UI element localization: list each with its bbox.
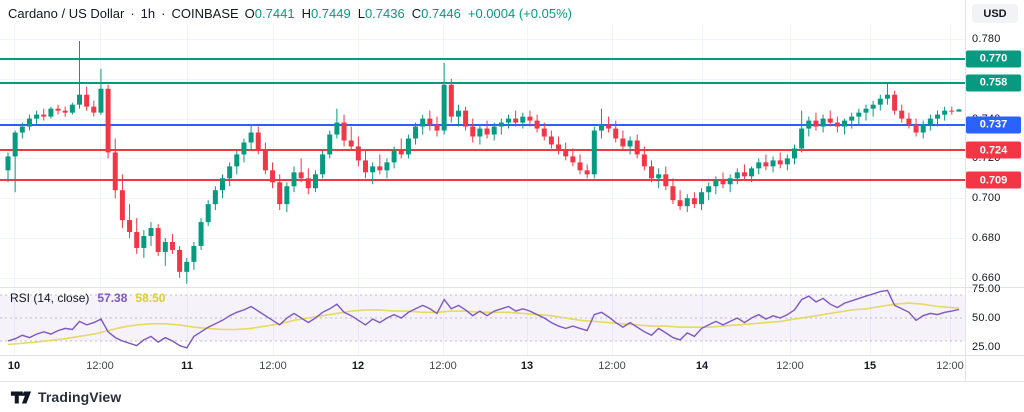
chart-legend: Cardano / US Dollar · 1h · COINBASE O0.7…: [8, 6, 572, 22]
tradingview-logo[interactable]: TradingView: [10, 389, 121, 406]
time-tick-15: 15: [863, 360, 877, 372]
symbol-title[interactable]: Cardano / US Dollar: [8, 6, 125, 21]
close-value: 0.7446: [421, 6, 461, 21]
legend-separator-1: ·: [130, 6, 135, 21]
high-value: 0.7449: [310, 6, 351, 21]
footer-bar: TradingView: [0, 381, 1024, 412]
level-badge-0.709[interactable]: 0.709: [966, 171, 1021, 189]
low-value: 0.7436: [364, 6, 405, 21]
time-tick-12:00: 12:00: [598, 360, 626, 372]
low-key: L: [357, 6, 365, 21]
time-tick-12:00: 12:00: [259, 360, 287, 372]
time-tick-12:00: 12:00: [776, 360, 804, 372]
time-tick-14: 14: [695, 360, 709, 372]
interval-label[interactable]: 1h: [140, 6, 156, 21]
time-tick-13: 13: [520, 360, 534, 372]
rsi-indicator-label[interactable]: RSI (14, close): [10, 291, 90, 305]
price-tick-0.660: 0.660: [972, 271, 1001, 284]
open-key: O: [244, 6, 255, 21]
level-badge-0.758[interactable]: 0.758: [966, 74, 1021, 92]
close-key: C: [411, 6, 422, 21]
rsi-tick-25.00: 25.00: [972, 340, 1001, 353]
level-badge-0.724[interactable]: 0.724: [966, 141, 1021, 159]
tradingview-wordmark: TradingView: [38, 389, 122, 405]
time-tick-12:00: 12:00: [936, 360, 964, 372]
currency-usd-button[interactable]: USD: [972, 4, 1018, 23]
high-key: H: [301, 6, 311, 21]
rsi-pane-title: RSI (14, close) 57.38 58.50: [10, 291, 165, 305]
time-tick-10: 10: [7, 360, 21, 372]
change-value: +0.0004 (+0.05%): [467, 6, 572, 21]
price-tick-0.680: 0.680: [972, 232, 1001, 244]
price-tick-0.700: 0.700: [972, 192, 1001, 205]
rsi-value: 57.38: [97, 291, 128, 305]
rsi-tick-50.00: 50.00: [972, 312, 1001, 324]
price-tick-0.780: 0.780: [972, 33, 1001, 45]
legend-separator-2: ·: [161, 6, 166, 21]
tradingview-logo-icon: [10, 391, 32, 403]
level-badge-0.737[interactable]: 0.737: [966, 116, 1021, 134]
time-tick-12:00: 12:00: [429, 360, 457, 372]
open-value: 0.7441: [254, 6, 295, 21]
time-tick-12: 12: [351, 360, 365, 372]
time-tick-12:00: 12:00: [86, 360, 114, 372]
ohlc-readout: O0.7441 H0.7449 L0.7436 C0.7446 +0.0004 …: [245, 6, 572, 22]
time-tick-11: 11: [181, 360, 193, 372]
rsi-tick-75.00: 75.00: [972, 283, 1001, 296]
exchange-label: COINBASE: [171, 6, 239, 21]
rsi-ma-value: 58.50: [135, 291, 166, 305]
level-badge-0.770[interactable]: 0.770: [966, 50, 1021, 68]
